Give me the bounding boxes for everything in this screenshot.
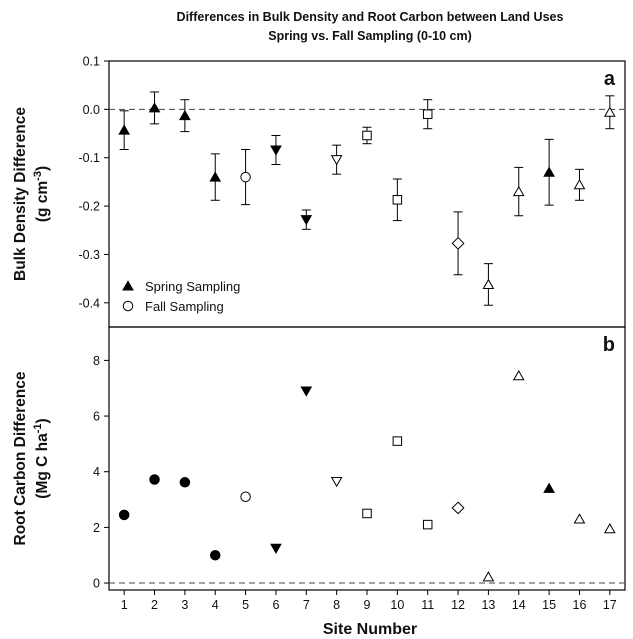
x-tick-label: 5	[242, 598, 249, 612]
y-tick-label: 8	[93, 354, 100, 368]
chart-title-line2: Spring vs. Fall Sampling (0-10 cm)	[268, 29, 472, 43]
x-tick-label: 6	[272, 598, 279, 612]
data-point-site-15	[543, 482, 555, 493]
data-point-site-4	[209, 171, 222, 182]
data-point-site-5	[240, 171, 251, 183]
x-tick-label: 1	[121, 598, 128, 612]
y-tick-label: -0.2	[78, 200, 100, 214]
y-tick-label: 4	[93, 465, 100, 479]
x-tick-label: 2	[151, 598, 158, 612]
x-tick-label: 16	[573, 598, 587, 612]
data-point-site-6	[270, 145, 282, 156]
x-tick-label: 15	[542, 598, 556, 612]
data-point-site-10	[392, 436, 403, 446]
x-tick-label: 3	[181, 598, 188, 612]
data-point-site-13	[482, 278, 495, 289]
data-point-site-1	[118, 124, 131, 135]
data-point-site-3	[179, 477, 191, 488]
legend-label-1: Fall Sampling	[145, 299, 224, 314]
data-point-site-12	[451, 501, 465, 515]
data-point-site-17	[603, 523, 616, 534]
data-point-site-10	[392, 195, 403, 205]
chart-title-line1: Differences in Bulk Density and Root Car…	[177, 10, 564, 24]
x-tick-label: 13	[481, 598, 495, 612]
x-tick-label: 12	[451, 598, 465, 612]
data-point-site-5	[240, 491, 251, 503]
y-tick-label: -0.3	[78, 248, 100, 262]
y-axis-label-b: Root Carbon Difference	[12, 371, 29, 545]
data-point-site-9	[362, 508, 372, 519]
data-point-site-11	[422, 519, 433, 530]
data-point-site-11	[422, 109, 433, 119]
data-point-site-14	[512, 185, 525, 197]
y-axis-unit-b: (Mg C ha-1)	[32, 418, 51, 498]
plot-frame-b	[108, 326, 626, 591]
x-tick-label: 4	[212, 598, 219, 612]
data-point-site-8	[330, 155, 343, 166]
y-tick-label: 6	[93, 410, 100, 424]
y-tick-label: 0.0	[83, 103, 100, 117]
y-tick-label: 0	[93, 577, 100, 591]
x-tick-label: 17	[603, 598, 617, 612]
panel-a: 0.1 0.0 -0.1 -0.2 -0.3 -0.4 a Bulk Density Diff…	[12, 55, 626, 328]
legend-marker-1	[122, 300, 134, 312]
data-point-site-16	[573, 179, 586, 190]
legend-marker-0	[122, 280, 134, 291]
y-axis-label-a: Bulk Density Difference	[12, 107, 29, 281]
data-point-site-7	[300, 386, 313, 397]
x-tick-label: 14	[512, 598, 526, 612]
y-tick-label: -0.1	[78, 151, 100, 165]
data-point-site-16	[573, 513, 586, 524]
data-point-site-13	[482, 571, 495, 582]
x-tick-label: 10	[390, 598, 404, 612]
x-tick-label: 7	[303, 598, 310, 612]
x-tick-label: 8	[333, 598, 340, 612]
data-point-site-2	[148, 102, 161, 113]
data-point-site-9	[362, 130, 372, 141]
panel-letter-b: b	[603, 334, 615, 356]
data-point-site-3	[179, 109, 191, 121]
x-tick-label: 9	[364, 598, 371, 612]
y-axis-unit-a: (g cm-3)	[32, 166, 51, 222]
data-point-site-7	[300, 215, 313, 226]
legend-label-0: Spring Sampling	[145, 279, 240, 294]
data-point-site-15	[543, 166, 555, 177]
data-point-site-6	[270, 543, 282, 555]
data-point-site-14	[512, 369, 525, 381]
x-axis-label: Site Number	[323, 621, 417, 638]
data-point-site-2	[149, 474, 160, 485]
x-tick-label: 11	[421, 598, 434, 612]
data-point-site-1	[118, 509, 130, 521]
y-tick-label: 2	[93, 521, 100, 535]
y-tick-label: 0.1	[83, 55, 100, 69]
panel-b: 0 2 4 6 8 b Root Carbon Difference (Mg C ha-1) 1…	[12, 326, 626, 612]
y-tick-label: -0.4	[78, 296, 100, 310]
data-point-site-17	[603, 106, 616, 117]
data-point-site-12	[451, 236, 465, 250]
panel-letter-a: a	[604, 68, 616, 90]
data-point-site-8	[330, 476, 343, 488]
data-point-site-4	[209, 549, 221, 561]
